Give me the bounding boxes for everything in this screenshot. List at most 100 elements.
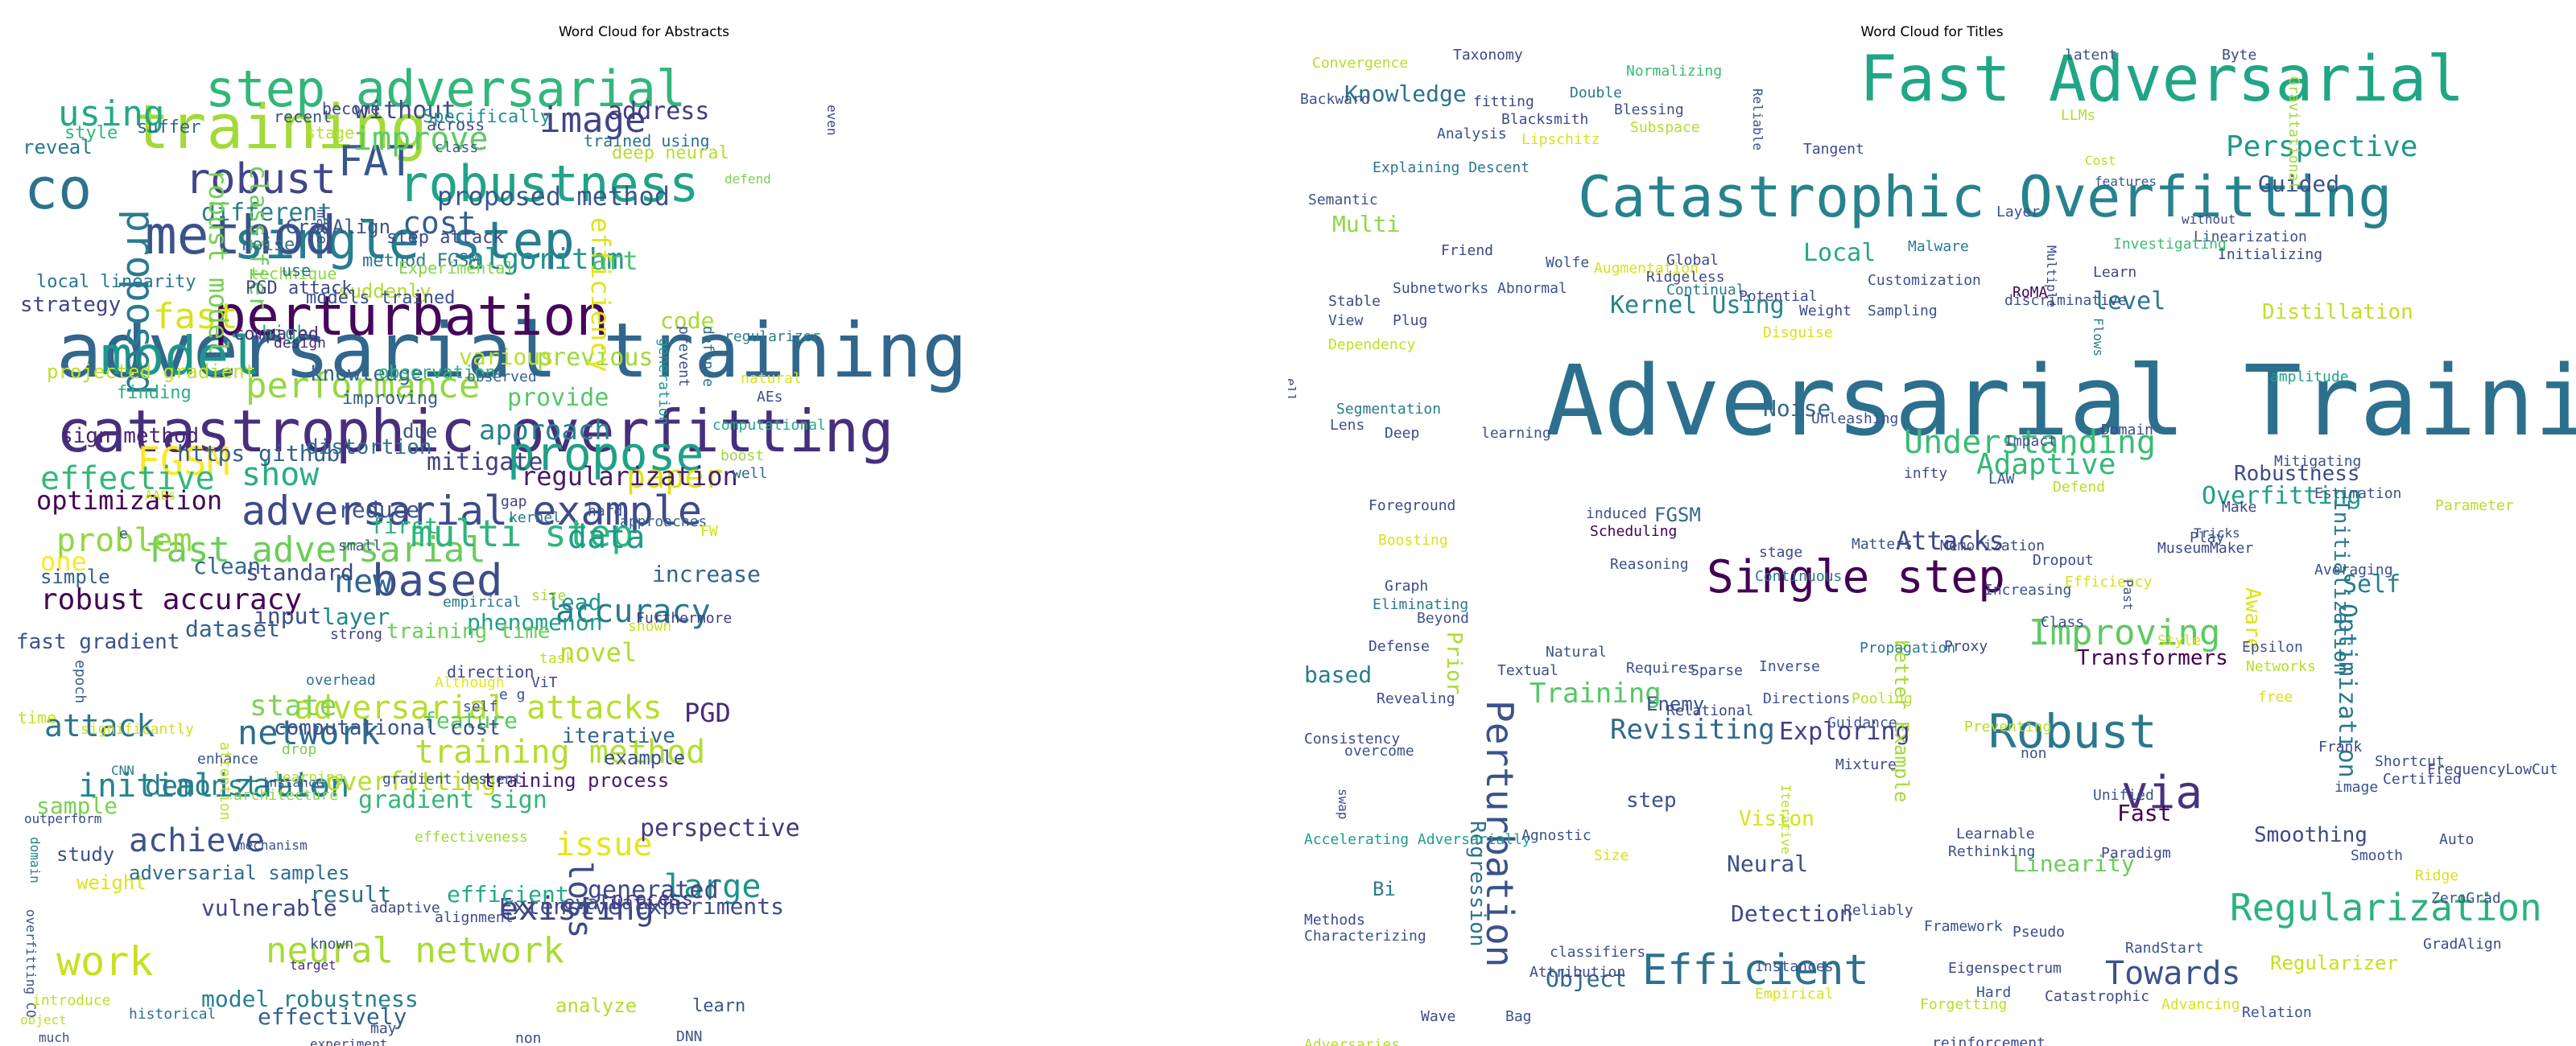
cloud-word: Overfitting: [2202, 482, 2362, 510]
cloud-word: knowledge: [310, 362, 423, 386]
cloud-word: computational: [712, 417, 826, 434]
cloud-word: Ridgeless: [1646, 269, 1725, 286]
cloud-word: Graph: [1385, 578, 1429, 595]
cloud-word: efficiency: [585, 217, 616, 373]
cloud-word: View: [1328, 312, 1364, 329]
cloud-word: Bag: [1505, 1008, 1532, 1025]
cloud-word: compared: [233, 324, 319, 344]
cloud-word: optimization: [36, 485, 223, 516]
cloud-word: e g: [499, 686, 526, 703]
cloud-word: achieve: [129, 822, 265, 859]
cloud-word: based: [372, 555, 503, 606]
cloud-word: CNN: [111, 763, 134, 778]
cloud-word: art: [592, 245, 638, 276]
titles-panel: Word Cloud for Titles Adversarial Traini…: [1288, 0, 2576, 1046]
cloud-word: classifiers: [1550, 944, 1646, 961]
cloud-word: effectiveness: [415, 829, 528, 846]
cloud-word: Malware: [1908, 238, 1969, 255]
cloud-word: generation: [655, 338, 672, 426]
cloud-word: Linearization: [2194, 229, 2307, 245]
cloud-word: https github: [177, 440, 341, 467]
cloud-word: training process: [483, 769, 670, 792]
cloud-word: induced: [1586, 505, 1647, 522]
cloud-word: Relation: [2242, 1004, 2312, 1021]
cloud-word: introduce: [32, 992, 111, 1009]
cloud-word: Domain: [2101, 422, 2154, 439]
cloud-word: Lens: [1330, 417, 1365, 434]
cloud-word: Catastrophic Overfitting: [1578, 164, 2392, 230]
cloud-word: Subnetworks Abnormal: [1393, 280, 1567, 297]
cloud-word: Iterative: [1778, 784, 1794, 855]
cloud-word: Play: [2190, 529, 2225, 546]
cloud-word: Reasoning: [1610, 556, 1689, 573]
cloud-word: standard: [246, 559, 354, 586]
cloud-word: Scheduling: [1590, 523, 1678, 540]
cloud-word: computational cost: [274, 716, 501, 740]
cloud-word: Experimental: [398, 258, 515, 278]
cloud-word: step attack: [386, 228, 504, 248]
cloud-word: clean: [193, 553, 262, 579]
cloud-word: Certified: [2383, 771, 2462, 788]
cloud-word: Guidance: [1827, 714, 1897, 731]
cloud-word: gradient descent: [382, 771, 522, 788]
cloud-word: size: [531, 587, 567, 604]
cloud-word: adaptive: [370, 900, 440, 916]
cloud-word: non: [515, 1030, 542, 1046]
cloud-word: Defend: [2053, 479, 2106, 496]
cloud-word: Natural: [1546, 644, 1607, 661]
cloud-word: paper: [626, 459, 724, 496]
cloud-word: Frank: [2318, 739, 2363, 756]
cloud-word: perspective: [640, 814, 800, 842]
cloud-word: amplitude: [2270, 369, 2349, 385]
cloud-word: Extensive experiments: [499, 893, 785, 920]
cloud-word: MuseumMaker: [2157, 540, 2254, 557]
cloud-word: design: [274, 335, 327, 352]
cloud-word: ell: [1288, 378, 1298, 402]
cloud-word: learn: [692, 996, 746, 1016]
abstracts-word-cloud: adversarial training catastrophic overfit…: [0, 48, 1288, 1046]
cloud-word: overfitting: [326, 766, 497, 797]
cloud-word: Forgetting: [1920, 996, 2008, 1013]
cloud-word: drop: [282, 741, 317, 758]
cloud-word: infty: [1904, 465, 1948, 482]
cloud-word: Subspace: [1630, 119, 1700, 136]
cloud-word: Class: [2041, 614, 2085, 631]
cloud-word: Vision: [1739, 807, 1814, 831]
cloud-word: Wave: [1421, 1008, 1456, 1025]
cloud-word: gap: [501, 493, 527, 510]
cloud-word: Beyond: [1417, 610, 1470, 627]
cloud-word: use: [282, 261, 312, 280]
cloud-word: Furthermore: [636, 610, 733, 627]
cloud-word: Methods: [1304, 912, 1365, 929]
cloud-word: Learnable: [1956, 826, 2035, 842]
cloud-word: Disguise: [1763, 324, 1833, 341]
cloud-word: state: [250, 690, 337, 723]
cloud-word: may: [370, 1020, 397, 1037]
cloud-word: code: [660, 307, 715, 334]
cloud-word: Size: [1594, 847, 1629, 864]
cloud-word: Explaining Descent: [1373, 159, 1530, 176]
cloud-word: noise: [242, 235, 295, 255]
cloud-word: Regularizer: [2270, 952, 2398, 974]
cloud-word: Double: [1570, 84, 1623, 101]
cloud-word: prevent: [675, 326, 692, 387]
cloud-word: Towards: [2105, 955, 2241, 992]
cloud-word: address: [608, 97, 710, 126]
cloud-word: Robust: [1988, 704, 2157, 759]
cloud-word: Guided: [2258, 171, 2340, 197]
cloud-word: adversarial training: [56, 307, 968, 395]
cloud-word: Make: [2222, 499, 2257, 516]
cloud-word: gradient sign: [358, 786, 547, 814]
cloud-word: epoch: [72, 660, 89, 704]
cloud-word: Although: [435, 674, 505, 691]
cloud-word: fast: [153, 296, 238, 337]
cloud-word: self: [463, 698, 498, 715]
cloud-word: Convergence: [1312, 55, 1409, 72]
cloud-word: overcome: [1344, 743, 1414, 760]
cloud-word: kernel: [509, 509, 562, 526]
cloud-word: FAT: [338, 138, 414, 186]
cloud-word: step adversarial: [205, 60, 687, 118]
cloud-word: direction: [447, 662, 535, 682]
cloud-word: adversarial attacks: [294, 690, 663, 727]
cloud-word: LLMs: [2061, 107, 2096, 124]
